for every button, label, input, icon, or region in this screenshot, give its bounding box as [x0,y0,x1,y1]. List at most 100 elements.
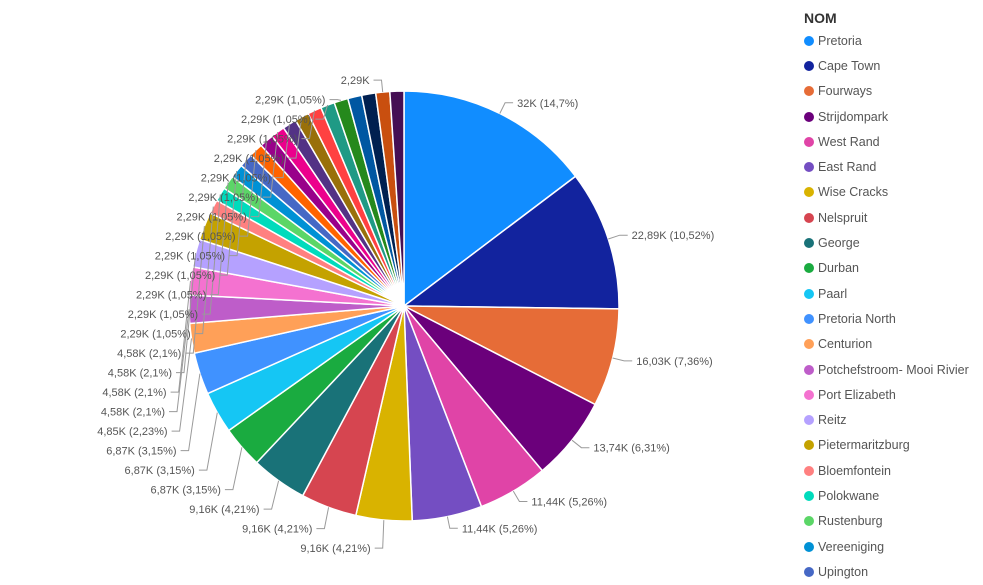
data-label-21: 2,29K (1,05%) [145,270,215,282]
legend-item[interactable]: Potchefstroom- Mooi Rivier [804,357,983,382]
leader-line-15 [170,280,191,393]
data-label-2: 22,89K (10,52%) [632,230,715,242]
data-label-29: 2,29K (1,05%) [241,114,311,126]
data-label-1: 32K (14,7%) [517,98,578,110]
legend-swatch [804,60,814,71]
legend-swatch [804,516,814,527]
data-label-5: 11,44K (5,26%) [531,496,607,508]
data-label-4: 13,74K (6,31%) [593,443,669,455]
legend-title: NOM [804,10,837,26]
legend-swatch [804,212,814,223]
legend-item[interactable]: Pretoria [804,28,983,53]
legend-item[interactable]: Upington [804,559,983,584]
data-label-33: 2,29K [341,75,370,87]
legend-label: Cape Town [818,58,881,73]
pie-slice-3[interactable] [403,305,620,406]
legend-swatch [804,541,814,552]
legend-item[interactable]: Durban [804,256,983,281]
data-label-23: 2,29K (1,05%) [165,231,235,243]
data-label-24: 2,29K (1,05%) [176,212,246,224]
legend-item[interactable]: Vereeniging [804,534,983,559]
legend-item[interactable]: East Rand [804,154,983,179]
legend-label: East Rand [818,160,877,175]
legend-item[interactable]: Pietermaritzburg [804,433,983,458]
legend-label: Rustenburg [818,514,883,529]
data-label-14: 4,58K (2,1%) [101,407,165,419]
data-label-9: 9,16K (4,21%) [189,504,259,516]
data-label-19: 2,29K (1,05%) [128,309,198,321]
leader-line-7 [374,520,385,549]
legend-label: Potchefstroom- Mooi Rivier [818,362,969,377]
leader-line-25 [262,131,279,198]
leader-line-11 [198,412,218,471]
legend-item[interactable]: Reitz [804,407,983,432]
leader-line-1 [499,102,514,114]
leader-line-2 [608,234,628,240]
data-label-28: 2,29K (1,05%) [227,134,297,146]
legend-label: George [818,236,860,251]
legend-swatch [804,263,814,274]
legend-label: Durban [818,261,859,276]
legend-label: Strijdompark [818,109,889,124]
data-label-3: 16,03K (7,36%) [636,356,712,368]
legend-item[interactable]: Strijdompark [804,104,983,129]
data-label-8: 9,16K (4,21%) [242,524,312,536]
data-label-30: 2,29K (1,05%) [255,95,325,107]
data-label-12: 6,87K (3,15%) [106,446,176,458]
legend-item[interactable]: George [804,230,983,255]
pie-slice-34[interactable] [389,90,405,307]
legend-item[interactable]: Wise Cracks [804,180,983,205]
leader-line-4 [571,439,590,449]
legend-item[interactable]: Cape Town [804,53,983,78]
legend-swatch [804,389,814,400]
leader-line-30 [329,99,342,101]
legend-label: Vereeniging [818,539,885,554]
legend-label: Nelspruit [818,210,868,225]
leader-line-9 [263,480,280,510]
data-labels: 32K (14,7%) 22,89K (10,52%) 16,03K (7,36%)… [97,75,714,555]
legend-item[interactable]: West Rand [804,129,983,154]
pie-slice-1[interactable] [403,90,577,308]
legend-swatch [804,490,814,501]
leader-line-18 [194,206,214,335]
leader-line-13 [171,338,192,432]
legend-swatch [804,364,814,375]
leader-line-8 [316,507,330,530]
leader-line-21 [219,170,238,276]
data-label-18: 2,29K (1,05%) [120,329,190,341]
data-label-6: 11,44K (5,26%) [462,523,538,535]
legend-label: Bloemfontein [818,463,891,478]
data-label-7: 9,16K (4,21%) [300,543,370,555]
pie-slice-2[interactable] [401,175,620,310]
leader-line-3 [612,357,633,362]
legend-item[interactable]: Nelspruit [804,205,983,230]
legend-item[interactable]: Fourways [804,79,983,104]
legend-label: Paarl [818,286,848,301]
legend-swatch [804,136,814,147]
data-label-25: 2,29K (1,05%) [188,192,258,204]
legend-item[interactable]: Bloemfontein [804,458,983,483]
legend-items: Pretoria Cape Town Fourways Strijdompark Wes… [804,28,983,585]
legend-item[interactable]: Rustenburg [804,509,983,534]
leader-line-27 [288,116,303,159]
data-label-17: 4,58K (2,1%) [117,348,181,360]
legend-label: Upington [818,564,869,579]
legend-label: Wise Cracks [818,185,889,200]
leader-line-5 [512,490,528,502]
leader-line-12 [180,373,201,452]
leader-line-28 [301,110,315,140]
legend-item[interactable]: Centurion [804,332,983,357]
data-label-26: 2,29K (1,05%) [201,173,271,185]
leader-line-23 [239,150,257,237]
legend-swatch [804,238,814,249]
legend-item[interactable]: Paarl [804,281,983,306]
leader-line-10 [224,447,243,491]
legend-item[interactable]: Port Elizabeth [804,382,983,407]
data-label-13: 4,85K (2,23%) [97,426,167,438]
legend-item[interactable]: Polokwane [804,483,983,508]
leader-line-6 [446,516,458,529]
leader-line-22 [229,160,247,257]
data-label-27: 2,29K (1,05%) [214,153,284,165]
legend-item[interactable]: Pretoria North [804,306,983,331]
leader-line-17 [185,225,205,354]
